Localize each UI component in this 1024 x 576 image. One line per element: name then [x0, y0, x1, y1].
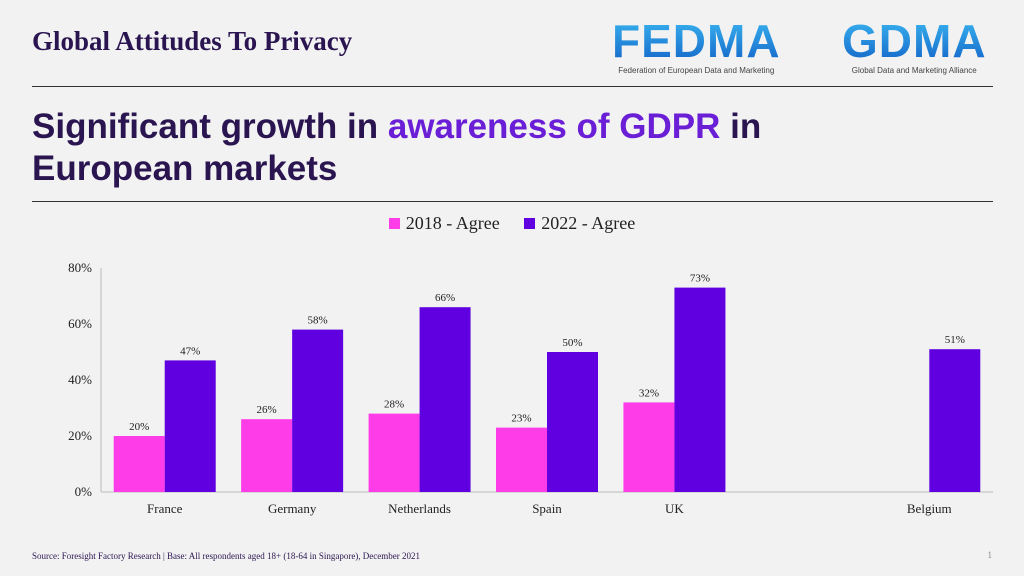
data-label: 51% — [945, 334, 965, 346]
divider-bottom — [32, 201, 993, 202]
y-tick-label: 0% — [75, 484, 93, 499]
bar-2018 — [241, 419, 293, 492]
legend-item-2018: 2018 - Agree — [388, 213, 500, 233]
bar-2022 — [674, 287, 726, 492]
bar-2022 — [292, 329, 344, 492]
x-tick-label: UK — [665, 501, 684, 516]
header-title: Global Attitudes To Privacy — [32, 26, 353, 56]
data-label: 58% — [308, 315, 328, 327]
y-tick-label: 60% — [68, 316, 92, 331]
chart-legend: 2018 - Agree 2022 - Agree — [0, 213, 1024, 234]
data-label: 20% — [129, 421, 149, 433]
data-label: 73% — [690, 273, 710, 285]
data-label: 26% — [257, 404, 277, 416]
bar-2022 — [547, 352, 598, 492]
data-label: 23% — [511, 413, 531, 425]
y-tick-label: 80% — [68, 260, 92, 275]
x-tick-label: Spain — [532, 501, 562, 516]
x-tick-label: Belgium — [907, 501, 952, 516]
y-tick-label: 40% — [68, 372, 92, 387]
data-label: 50% — [562, 337, 582, 349]
x-tick-label: Germany — [268, 501, 317, 516]
bar-2022 — [164, 360, 216, 492]
y-tick-label: 20% — [68, 428, 92, 443]
data-label: 28% — [384, 399, 404, 411]
x-tick-label: France — [147, 501, 183, 516]
divider-top — [32, 86, 993, 87]
legend-item-2022: 2022 - Agree — [524, 213, 635, 233]
slide-title: Significant growth in awareness of GDPR … — [32, 107, 762, 188]
legend-swatch-2018 — [388, 218, 400, 229]
x-tick-label: Netherlands — [388, 501, 451, 516]
bar-2018 — [113, 436, 165, 492]
source-note: Source: Foresight Factory Research | Bas… — [32, 551, 421, 561]
bar-2018 — [623, 402, 675, 492]
page-number: 1 — [987, 550, 993, 560]
bar-2022 — [419, 307, 471, 492]
fedma-logo: FEDMA Federation of European Data and Ma… — [612, 15, 781, 75]
gdma-logo: GDMA Global Data and Marketing Alliance — [842, 15, 987, 75]
bar-2022 — [929, 349, 981, 492]
bar-2018 — [496, 427, 547, 492]
data-label: 32% — [639, 387, 659, 399]
bar-2018 — [368, 413, 420, 492]
legend-swatch-2022 — [524, 218, 536, 229]
data-label: 66% — [435, 292, 455, 304]
data-label: 47% — [180, 345, 200, 357]
